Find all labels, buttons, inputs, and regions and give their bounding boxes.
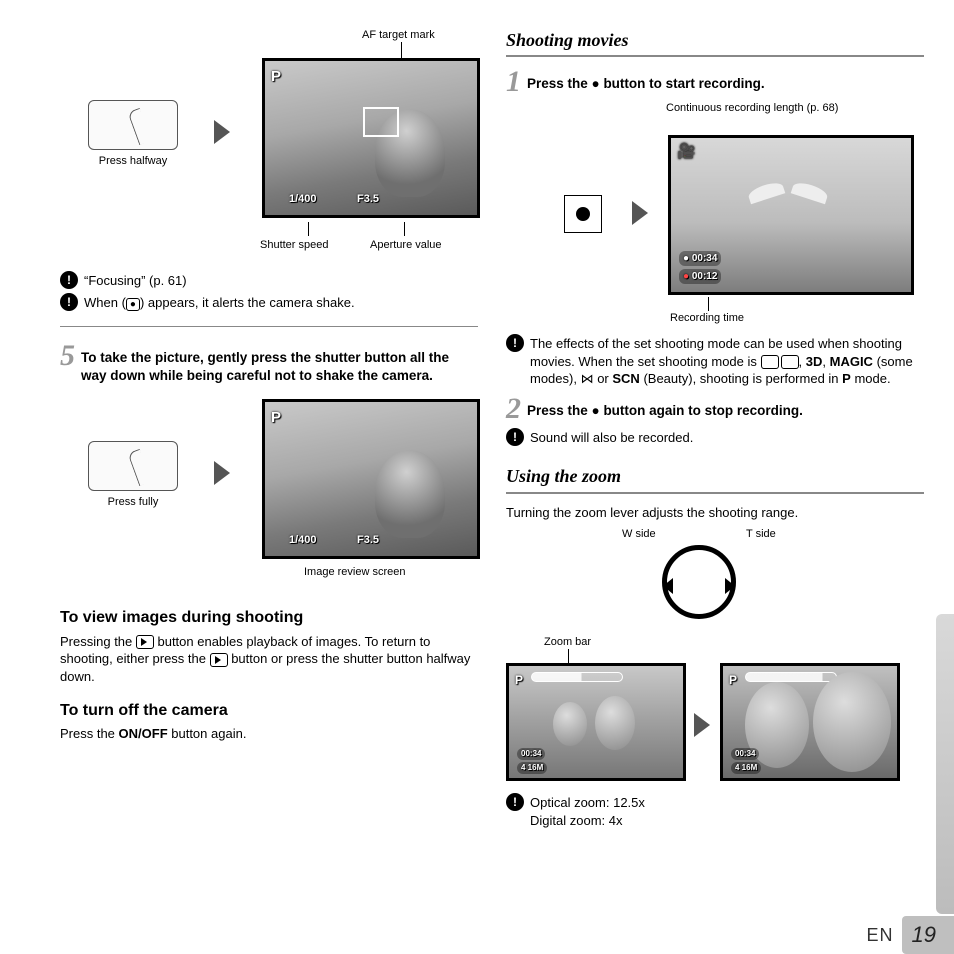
alert-icon: !	[506, 793, 524, 811]
step-5: 5 To take the picture, gently press the …	[60, 341, 478, 385]
record-button-icon	[564, 195, 602, 233]
alert-icon: !	[60, 271, 78, 289]
page-edge-tab	[936, 614, 954, 914]
lcd-preview-af: P 1/400 F3.5	[262, 58, 480, 218]
arrow-icon	[694, 713, 710, 737]
af-target-label: AF target mark	[362, 28, 435, 43]
zoom-bar-label: Zoom bar	[544, 635, 591, 650]
step-number: 5	[60, 341, 75, 371]
turn-off-body: Press the ON/OFF button again.	[60, 725, 478, 743]
alert-icon: !	[506, 334, 524, 352]
aperture-value: F3.5	[357, 192, 379, 207]
arrow-icon	[214, 461, 230, 485]
lcd-preview-movie: 🎥 ● 00:34 ● 00:12	[668, 135, 914, 295]
step-number: 1	[506, 67, 521, 97]
camera-shake-icon: (●)	[122, 294, 145, 312]
subhead-turn-off: To turn off the camera	[60, 700, 478, 722]
section-using-zoom: Using the zoom	[506, 464, 924, 493]
scn-icon: SCN	[612, 371, 639, 386]
recording-time-label: Recording time	[670, 311, 744, 326]
divider	[60, 326, 478, 327]
arrow-icon	[214, 120, 230, 144]
right-column: Shooting movies 1 Press the ● button to …	[506, 28, 924, 898]
page-number: 19	[902, 916, 954, 954]
lcd-preview-review: P 1/400 F3.5	[262, 399, 480, 559]
bowtie-icon: ⋈	[581, 371, 594, 386]
mode-p-icon: P	[271, 67, 281, 87]
step-number: 2	[506, 394, 521, 424]
section-shooting-movies: Shooting movies	[506, 28, 924, 57]
zoom-intro: Turning the zoom lever adjusts the shoot…	[506, 504, 924, 522]
playback-icon	[136, 635, 154, 649]
rec-remaining: ● 00:34	[679, 251, 721, 267]
zoom-bar-icon	[745, 672, 837, 682]
zoom-bar-icon	[531, 672, 623, 682]
cont-rec-label: Continuous recording length (p. 68)	[666, 101, 846, 116]
note-shake: ! When (●) appears, it alerts the camera…	[60, 293, 478, 312]
af-mark-icon	[363, 107, 399, 137]
seagull-shape	[748, 175, 828, 215]
menu-icon	[781, 355, 799, 369]
note-movie-mode: ! The effects of the set shooting mode c…	[506, 334, 924, 388]
movie-mode-icon: 🎥	[677, 142, 696, 162]
zoom-lever-icon	[662, 545, 736, 619]
rec-elapsed: ● 00:12	[679, 269, 721, 285]
note-focusing: ! “Focusing” (p. 61)	[60, 271, 478, 290]
subhead-view-images: To view images during shooting	[60, 607, 478, 629]
arrow-icon	[632, 201, 648, 225]
magic-icon: MAGIC	[830, 354, 873, 369]
t-side-label: T side	[746, 527, 776, 542]
hand-press-fully: Press fully	[88, 441, 178, 510]
step-2: 2 Press the ● button again to stop recor…	[506, 394, 924, 424]
lcd-zoom-wide: P 00:34 4 16M	[506, 663, 686, 781]
three-d-icon: 3D	[806, 354, 823, 369]
hand-press-halfway: Press halfway	[88, 100, 178, 169]
iauto-icon	[761, 355, 779, 369]
onoff-label: ON/OFF	[119, 726, 168, 741]
lcd-zoom-tele: P 00:34 4 16M	[720, 663, 900, 781]
aperture-value-label: Aperture value	[370, 238, 442, 253]
image-review-label: Image review screen	[304, 565, 406, 580]
alert-icon: !	[60, 293, 78, 311]
step-1: 1 Press the ● button to start recording.	[506, 67, 924, 97]
press-fully-label: Press fully	[88, 495, 178, 510]
press-halfway-label: Press halfway	[88, 154, 178, 169]
alert-icon: !	[506, 428, 524, 446]
p-mode-icon: P	[842, 371, 851, 386]
playback-icon	[210, 653, 228, 667]
view-images-body: Pressing the button enables playback of …	[60, 633, 478, 686]
w-side-label: W side	[622, 527, 656, 542]
shutter-speed-label: Shutter speed	[260, 238, 329, 253]
page-footer: EN 19	[814, 916, 954, 954]
note-zoom-spec: ! Optical zoom: 12.5x Digital zoom: 4x	[506, 793, 924, 829]
language-code: EN	[867, 923, 894, 947]
shutter-value: 1/400	[289, 192, 317, 207]
mode-p-icon: P	[271, 408, 281, 428]
left-column: AF target mark Press halfway P 1/400 F3.…	[50, 28, 478, 898]
note-sound: ! Sound will also be recorded.	[506, 428, 924, 447]
